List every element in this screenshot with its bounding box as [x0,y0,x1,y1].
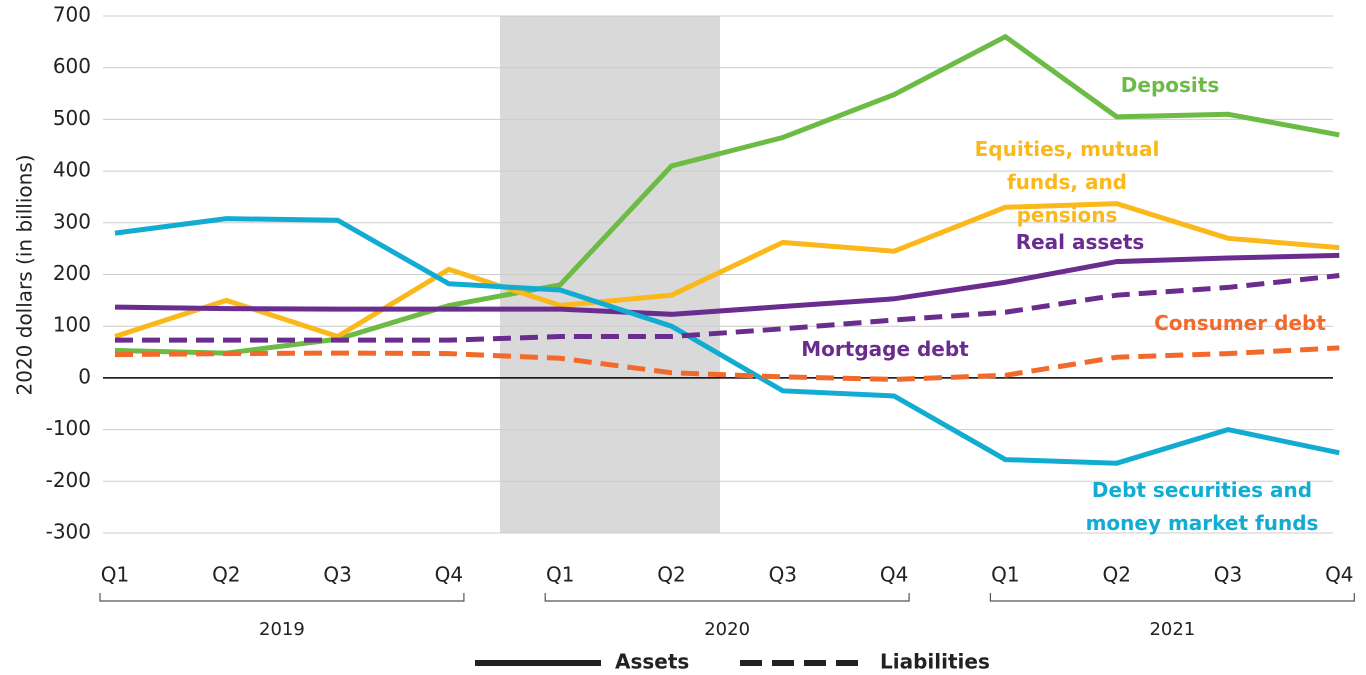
y-tick-label: 400 [53,158,91,182]
group-bracket [989,593,1355,602]
group-label: 2021 [1149,619,1195,640]
y-axis-label: 2020 dollars (in billions) [13,154,37,395]
group-label: 2019 [259,619,305,640]
series-label: Mortgage debt [801,337,969,361]
x-tick-label: Q1 [101,563,129,587]
x-tick-label: Q4 [1325,563,1353,587]
series-label: Equities, mutual funds, and pensions [974,137,1160,227]
y-tick-label: -200 [46,468,91,492]
series-line [115,273,1340,343]
x-tick-label: Q3 [769,563,797,587]
x-tick-label: Q2 [212,563,240,587]
y-tick-label: 100 [53,313,91,337]
y-tick-label: 200 [53,261,91,285]
y-tick-label: 500 [53,106,91,130]
series-line [114,345,1340,382]
series-label: Debt securities and money market funds [1085,478,1319,535]
series-line [114,201,1340,340]
group-label: 2020 [704,619,750,640]
y-tick-label: 600 [53,54,91,78]
x-tick-label: Q3 [1214,563,1242,587]
series-label: Deposits [1120,73,1220,97]
series-line [114,252,1340,317]
group-bracket [544,593,910,602]
group-bracket [99,593,465,602]
y-tick-label: 700 [53,3,91,27]
series-label: Consumer debt [1154,311,1326,335]
series-label: Real assets [1015,230,1145,254]
x-tick-label: Q1 [991,563,1019,587]
x-tick-label: Q1 [546,563,574,587]
series-line [114,216,1340,466]
y-tick-label: 0 [78,364,91,388]
legend-label: Liabilities [880,650,990,674]
x-tick-label: Q3 [323,563,351,587]
y-tick-label: 300 [53,209,91,233]
x-tick-label: Q2 [1102,563,1130,587]
x-tick-label: Q2 [657,563,685,587]
y-tick-label: -300 [46,520,91,544]
legend-label: Assets [615,650,689,674]
x-tick-label: Q4 [880,563,908,587]
x-tick-label: Q4 [435,563,463,587]
y-tick-label: -100 [46,416,91,440]
